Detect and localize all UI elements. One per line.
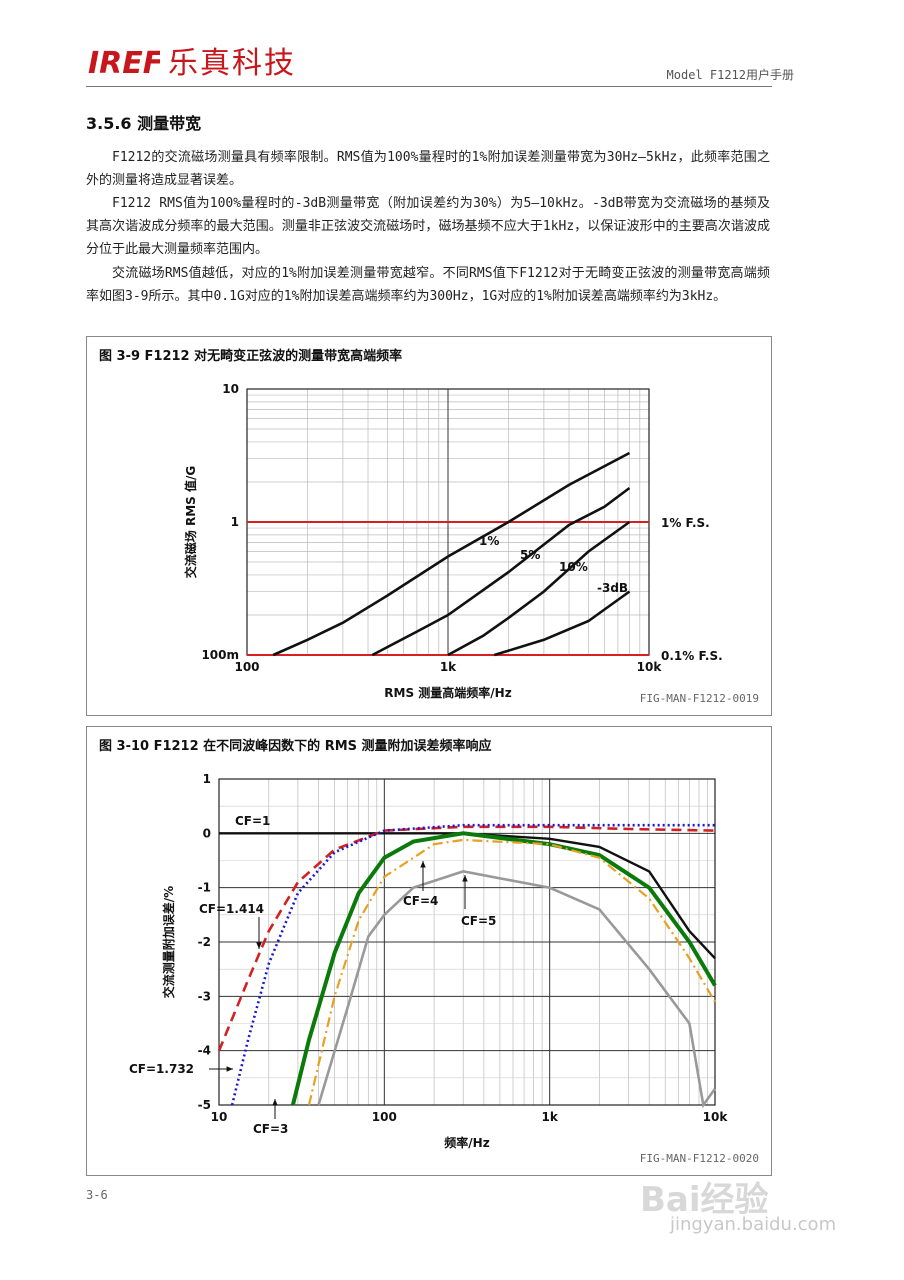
series-label: CF=3: [253, 1122, 288, 1136]
header-rule: [86, 86, 772, 87]
brand-logo-text: IREFI: [88, 46, 160, 80]
x-tick-label: 10k: [637, 660, 663, 674]
y-tick-label: -2: [198, 935, 211, 949]
series-line: [493, 590, 631, 657]
series-line: [371, 486, 631, 657]
y-axis-title: 交流磁场 RMS 值/G: [183, 466, 198, 578]
series-line: [272, 451, 631, 657]
paragraph-3: 交流磁场RMS值越低，对应的1%附加误差测量带宽越窄。不同RMS值下F1212对…: [86, 266, 770, 304]
brand-name: 乐真科技: [168, 46, 296, 81]
plot-frame: [218, 778, 716, 1106]
figure-3-9: 图 3-9 F1212 对无畸变正弦波的测量带宽高端频率 100 1k 10k 100…: [86, 336, 772, 716]
label-arrowhead: [420, 861, 426, 868]
label-arrowhead: [256, 942, 262, 949]
y-tick-label: 10: [222, 382, 239, 396]
label-arrowhead: [272, 1099, 278, 1106]
paragraph-2: F1212 RMS值为100%量程时的-3dB测量带宽（附加误差约为30%）为5…: [86, 196, 770, 257]
y-tick-label: -3: [198, 989, 211, 1003]
section-title: 3.5.6 测量带宽: [86, 114, 202, 133]
y-tick-label: -1: [198, 881, 211, 895]
watermark-logo: Bai经验: [640, 1180, 769, 1220]
x-tick-label: 10k: [703, 1110, 729, 1124]
y-tick-label: 0: [203, 826, 211, 840]
x-tick-label: 100: [234, 660, 259, 674]
y-tick-label: -5: [198, 1098, 211, 1112]
series-label: CF=4: [403, 894, 438, 908]
page-number: 3-6: [86, 1188, 108, 1202]
watermark-url: jingyan.baidu.com: [670, 1214, 837, 1235]
x-axis-title: RMS 测量高端频率/Hz: [384, 685, 511, 700]
y-axis-title: 交流测量附加误差/%: [161, 886, 176, 998]
x-tick-label: 1k: [440, 660, 457, 674]
series-line: [219, 832, 716, 960]
x-tick-label: 10: [211, 1110, 228, 1124]
x-axis-title: 频率/Hz: [444, 1135, 489, 1150]
y-tick-label: 100m: [201, 648, 239, 662]
manual-title: Model F1212用户手册: [666, 68, 794, 82]
y-tick-label: 1: [231, 515, 239, 529]
crest-factor-chart: 10 100 1k 10k10-1-2-3-4-5CF=1CF=1.414CF=1.7…: [129, 772, 729, 1150]
series-line: [447, 520, 631, 657]
figure-caption: 图 3-9 F1212 对无畸变正弦波的测量带宽高端频率: [99, 349, 403, 364]
series-line: [317, 870, 717, 1109]
series-line: [230, 823, 715, 1106]
series-label: 10%: [559, 560, 588, 574]
series-label: CF=1.414: [199, 902, 264, 916]
reference-line-label: 1% F.S.: [661, 516, 710, 530]
series-line: [307, 838, 716, 1106]
series-line: [217, 825, 716, 1052]
brand-logo: IREFI: [86, 44, 160, 80]
y-tick-label: 1: [203, 772, 211, 786]
series-line: [290, 831, 717, 1106]
x-tick-label: 100: [372, 1110, 397, 1124]
series-label: 1%: [479, 534, 499, 548]
series-label: -3dB: [597, 581, 628, 595]
y-tick-label: -4: [198, 1044, 211, 1058]
series-label: 5%: [520, 548, 540, 562]
figure-id: FIG-MAN-F1212-0020: [639, 1152, 759, 1165]
figure-caption: 图 3-10 F1212 在不同波峰因数下的 RMS 测量附加误差频率响应: [99, 739, 492, 754]
bandwidth-chart: 100 1k 10k 100m 1 10 1% F.S. 0.1% F.S. 1% 5% 10% -3…: [183, 382, 723, 700]
label-arrowhead: [462, 875, 468, 882]
series-label: CF=5: [461, 914, 496, 928]
paragraph-1: F1212的交流磁场测量具有频率限制。RMS值为100%量程时的1%附加误差测量…: [86, 150, 770, 188]
x-tick-label: 1k: [541, 1110, 558, 1124]
series-label: CF=1: [235, 814, 270, 828]
reference-line-label: 0.1% F.S.: [661, 649, 723, 663]
figure-3-10: 图 3-10 F1212 在不同波峰因数下的 RMS 测量附加误差频率响应 10…: [86, 726, 772, 1176]
figure-id: FIG-MAN-F1212-0019: [639, 692, 759, 705]
series-label: CF=1.732: [129, 1062, 194, 1076]
label-arrowhead: [226, 1066, 233, 1072]
